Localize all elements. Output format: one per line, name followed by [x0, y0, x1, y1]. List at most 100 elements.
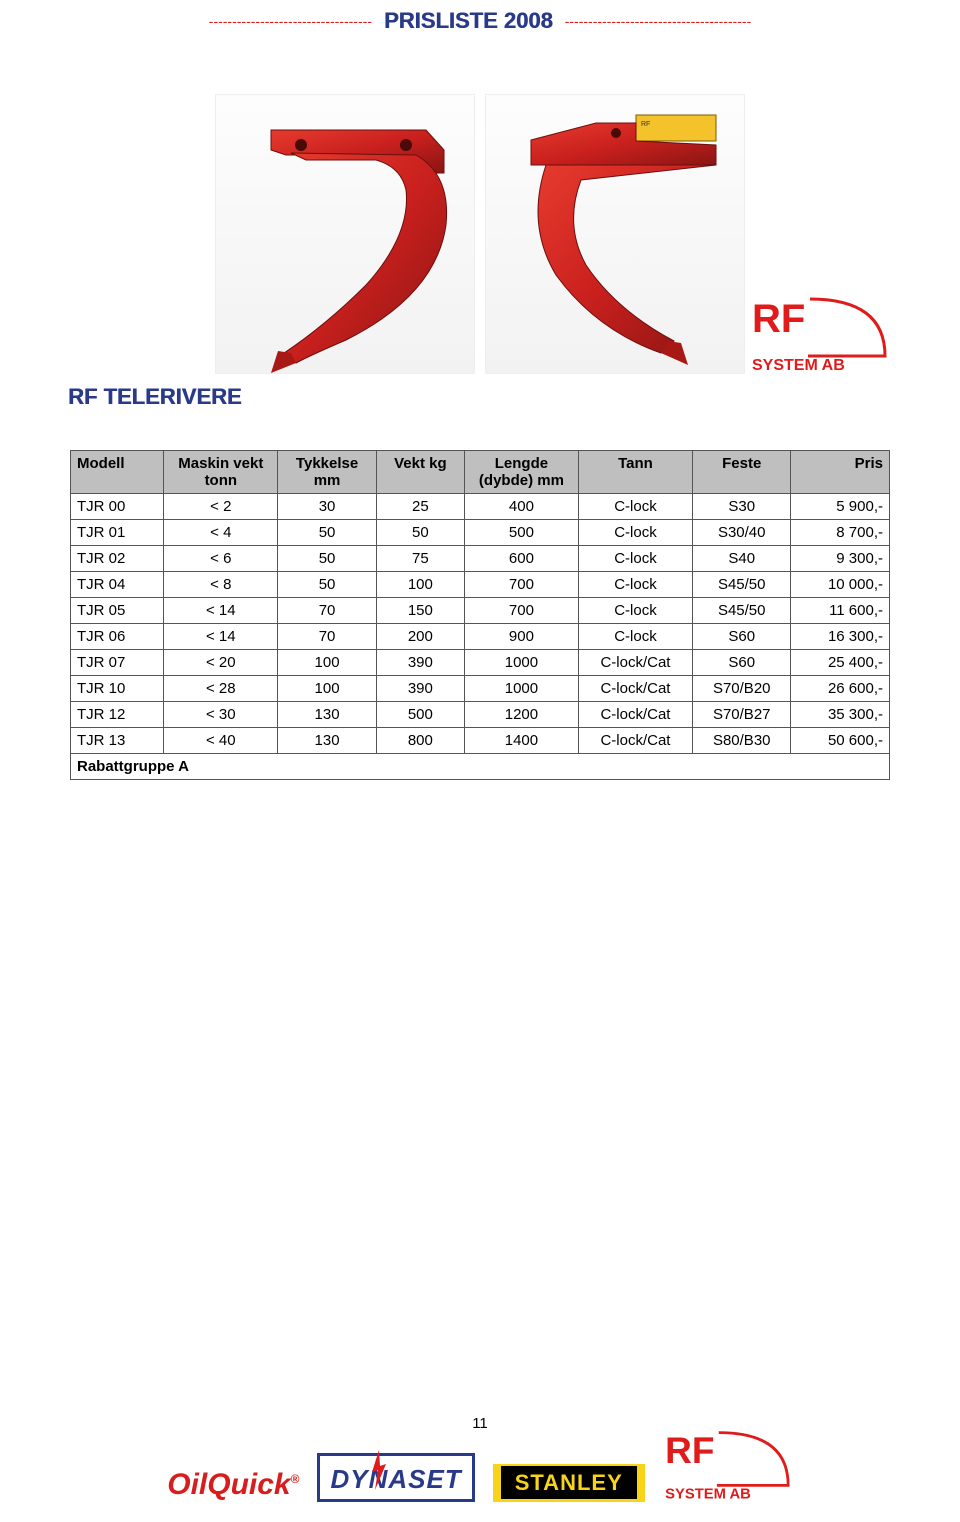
table-row: TJR 04< 850100700C-lockS45/5010 000,- [71, 572, 890, 598]
table-cell: S60 [692, 624, 790, 650]
table-header-cell: Lengde(dybde) mm [464, 451, 578, 494]
footer-logos: OilQuick® DYNASET STANLEY RF SYSTEM AB [0, 1428, 960, 1502]
table-cell: TJR 13 [71, 728, 164, 754]
table-cell: TJR 04 [71, 572, 164, 598]
table-cell: C-lock [578, 624, 692, 650]
table-cell: S45/50 [692, 598, 790, 624]
table-cell: C-lock [578, 494, 692, 520]
ripper-image-2: RF [485, 94, 745, 374]
table-cell: 200 [376, 624, 464, 650]
oilquick-reg: ® [291, 1472, 300, 1486]
table-row: TJR 02< 65075600C-lockS409 300,- [71, 546, 890, 572]
table-cell: 9 300,- [791, 546, 890, 572]
table-cell: 26 600,- [791, 676, 890, 702]
page-header: ----------------------------------- PRIS… [0, 0, 960, 34]
table-cell: TJR 02 [71, 546, 164, 572]
table-cell: 100 [376, 572, 464, 598]
table-cell: C-lock/Cat [578, 650, 692, 676]
stanley-text: STANLEY [499, 1464, 639, 1501]
table-cell: 35 300,- [791, 702, 890, 728]
table-cell: S70/B27 [692, 702, 790, 728]
table-cell: < 28 [164, 676, 278, 702]
svg-text:SYSTEM AB: SYSTEM AB [665, 1486, 751, 1502]
table-header-cell: Pris [791, 451, 890, 494]
price-table: ModellMaskin vekttonnTykkelsemmVekt kgLe… [70, 450, 890, 780]
table-cell: S40 [692, 546, 790, 572]
table-cell: C-lock [578, 572, 692, 598]
rf-system-logo-top: RF SYSTEM AB [750, 294, 890, 374]
table-cell: C-lock/Cat [578, 702, 692, 728]
table-cell: 50 [278, 546, 376, 572]
dynaset-logo: DYNASET [317, 1453, 474, 1502]
table-cell: C-lock/Cat [578, 728, 692, 754]
table-header-cell: Maskin vekttonn [164, 451, 278, 494]
table-cell: < 30 [164, 702, 278, 728]
table-row: TJR 12< 301305001200C-lock/CatS70/B2735 … [71, 702, 890, 728]
table-cell: 150 [376, 598, 464, 624]
table-cell: TJR 05 [71, 598, 164, 624]
table-cell: < 4 [164, 520, 278, 546]
rabatt-label: Rabattgruppe A [71, 754, 890, 780]
table-row: TJR 00< 23025400C-lockS305 900,- [71, 494, 890, 520]
table-cell: 8 700,- [791, 520, 890, 546]
table-cell: TJR 12 [71, 702, 164, 728]
table-cell: 900 [464, 624, 578, 650]
table-cell: 70 [278, 624, 376, 650]
header-dash-right: ---------------------------------------- [565, 13, 751, 29]
rf-logo-sub: SYSTEM AB [752, 357, 845, 374]
table-cell: 390 [376, 676, 464, 702]
price-table-head: ModellMaskin vekttonnTykkelsemmVekt kgLe… [71, 451, 890, 494]
table-cell: < 8 [164, 572, 278, 598]
svg-text:RF: RF [641, 121, 650, 128]
table-cell: 1000 [464, 676, 578, 702]
table-cell: 5 900,- [791, 494, 890, 520]
table-cell: TJR 07 [71, 650, 164, 676]
table-cell: 25 400,- [791, 650, 890, 676]
table-cell: 30 [278, 494, 376, 520]
table-cell: 400 [464, 494, 578, 520]
table-cell: 600 [464, 546, 578, 572]
table-cell: TJR 00 [71, 494, 164, 520]
table-cell: 500 [464, 520, 578, 546]
oilquick-text: OilQuick [167, 1468, 290, 1501]
table-cell: 1400 [464, 728, 578, 754]
table-cell: 11 600,- [791, 598, 890, 624]
table-cell: 50 [278, 520, 376, 546]
table-cell: S30 [692, 494, 790, 520]
rf-logo-rf: RF [752, 297, 805, 341]
table-cell: S30/40 [692, 520, 790, 546]
table-cell: 50 [278, 572, 376, 598]
table-cell: 500 [376, 702, 464, 728]
table-cell: 75 [376, 546, 464, 572]
svg-text:RF: RF [665, 1430, 714, 1471]
table-cell: C-lock [578, 520, 692, 546]
product-image-row: RF RF SYSTEM AB [0, 64, 960, 374]
table-row: TJR 13< 401308001400C-lock/CatS80/B3050 … [71, 728, 890, 754]
table-cell: 100 [278, 650, 376, 676]
table-cell: 800 [376, 728, 464, 754]
table-cell: 10 000,- [791, 572, 890, 598]
table-cell: 16 300,- [791, 624, 890, 650]
table-header-cell: Vekt kg [376, 451, 464, 494]
dynaset-text: DYNASET [330, 1464, 461, 1494]
table-header-cell: Tykkelsemm [278, 451, 376, 494]
table-row: TJR 07< 201003901000C-lock/CatS6025 400,… [71, 650, 890, 676]
table-cell: < 20 [164, 650, 278, 676]
table-cell: 1000 [464, 650, 578, 676]
table-cell: 130 [278, 728, 376, 754]
table-cell: < 40 [164, 728, 278, 754]
table-cell: 50 600,- [791, 728, 890, 754]
table-cell: C-lock/Cat [578, 676, 692, 702]
table-cell: 700 [464, 572, 578, 598]
table-cell: 25 [376, 494, 464, 520]
table-cell: TJR 06 [71, 624, 164, 650]
table-cell: 700 [464, 598, 578, 624]
table-cell: S45/50 [692, 572, 790, 598]
table-cell: < 14 [164, 624, 278, 650]
table-header-cell: Feste [692, 451, 790, 494]
table-row: TJR 01< 45050500C-lockS30/408 700,- [71, 520, 890, 546]
table-cell: 130 [278, 702, 376, 728]
table-cell: S70/B20 [692, 676, 790, 702]
table-cell: < 2 [164, 494, 278, 520]
table-cell: TJR 01 [71, 520, 164, 546]
